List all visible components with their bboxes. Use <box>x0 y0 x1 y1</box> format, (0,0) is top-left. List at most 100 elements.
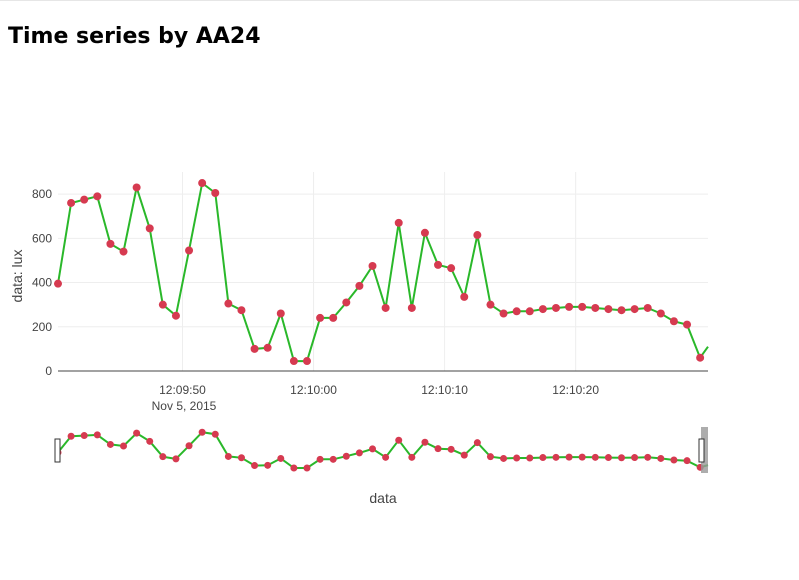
range-slider-point <box>342 452 350 460</box>
data-point[interactable] <box>80 195 89 204</box>
range-slider-point <box>565 453 573 461</box>
range-slider-point <box>526 454 534 462</box>
data-point[interactable] <box>302 357 311 366</box>
data-point[interactable] <box>591 303 600 312</box>
data-point[interactable] <box>551 303 560 312</box>
data-point[interactable] <box>185 246 194 255</box>
range-slider[interactable] <box>54 427 709 473</box>
data-point[interactable] <box>643 303 652 312</box>
range-slider-point <box>80 432 88 440</box>
range-slider-point <box>434 445 442 453</box>
data-point[interactable] <box>106 239 115 248</box>
range-slider-point <box>146 437 154 445</box>
range-slider-point <box>93 431 101 439</box>
range-slider-point <box>185 442 193 450</box>
data-point[interactable] <box>447 264 456 273</box>
data-point[interactable] <box>355 281 364 290</box>
range-slider-point <box>67 432 75 440</box>
data-point[interactable] <box>656 309 665 318</box>
data-point[interactable] <box>617 306 626 315</box>
range-slider-point <box>500 454 508 462</box>
data-point[interactable] <box>420 228 429 237</box>
data-point[interactable] <box>93 192 102 201</box>
range-slider-point <box>198 428 206 436</box>
data-point[interactable] <box>630 305 639 314</box>
range-slider-point <box>395 436 403 444</box>
range-slider-point <box>591 453 599 461</box>
data-point[interactable] <box>486 300 495 309</box>
grid <box>58 172 708 371</box>
data-point[interactable] <box>67 198 76 207</box>
data-point[interactable] <box>368 261 377 270</box>
data-point[interactable] <box>381 303 390 312</box>
range-slider-point <box>316 455 324 463</box>
x-tick-labels: 12:09:50 12:10:00 12:10:10 12:10:20 <box>159 383 599 397</box>
data-point[interactable] <box>276 309 285 318</box>
range-slider-point <box>460 451 468 459</box>
range-slider-point <box>578 453 586 461</box>
range-slider-point <box>290 464 298 472</box>
range-slider-point <box>303 464 311 472</box>
x-axis-title: data <box>369 490 396 506</box>
range-slider-point <box>552 453 560 461</box>
data-point[interactable] <box>669 317 678 326</box>
y-tick-labels: 0 200 400 600 800 <box>32 187 52 378</box>
data-point[interactable] <box>224 299 233 308</box>
data-point[interactable] <box>289 357 298 366</box>
page-title: Time series by AA24 <box>8 24 261 49</box>
data-point[interactable] <box>512 307 521 316</box>
data-point[interactable] <box>525 307 534 316</box>
data-point[interactable] <box>604 305 613 314</box>
top-divider <box>0 0 799 1</box>
x-tick-label: 12:09:50 <box>159 383 206 397</box>
data-point[interactable] <box>329 313 338 322</box>
range-slider-point <box>369 445 377 453</box>
data-point[interactable] <box>407 303 416 312</box>
data-point[interactable] <box>696 353 705 362</box>
data-point[interactable] <box>434 260 443 269</box>
data-point[interactable] <box>250 344 259 353</box>
range-slider-handle-right[interactable] <box>698 438 705 463</box>
range-slider-point <box>631 454 639 462</box>
range-slider-point <box>447 445 455 453</box>
range-slider-point <box>683 457 691 465</box>
data-point[interactable] <box>683 320 692 329</box>
range-slider-point <box>211 430 219 438</box>
range-slider-point <box>133 429 141 437</box>
range-slider-point <box>618 454 626 462</box>
data-point[interactable] <box>211 189 220 198</box>
data-point[interactable] <box>132 183 141 192</box>
data-point[interactable] <box>171 311 180 320</box>
range-slider-point <box>159 453 167 461</box>
range-slider-point <box>604 454 612 462</box>
data-point[interactable] <box>578 302 587 311</box>
range-slider-point <box>644 453 652 461</box>
data-point[interactable] <box>565 302 574 311</box>
data-point[interactable] <box>145 224 154 233</box>
x-date-label: Nov 5, 2015 <box>152 399 217 413</box>
range-slider-handle-left[interactable] <box>54 438 61 463</box>
range-slider-point <box>513 454 521 462</box>
data-point[interactable] <box>158 300 167 309</box>
data-point[interactable] <box>198 179 207 188</box>
data-point[interactable] <box>342 298 351 307</box>
data-point[interactable] <box>54 279 62 288</box>
range-slider-point <box>657 454 665 462</box>
data-point[interactable] <box>538 305 547 314</box>
data-points <box>54 179 705 366</box>
data-point[interactable] <box>499 309 508 318</box>
range-slider-point <box>172 455 180 463</box>
data-point[interactable] <box>316 313 325 322</box>
range-slider-point <box>120 442 128 450</box>
data-point[interactable] <box>119 247 128 256</box>
data-point[interactable] <box>263 343 272 352</box>
y-tick-label: 800 <box>32 187 52 201</box>
data-point[interactable] <box>237 306 246 315</box>
data-point[interactable] <box>394 218 403 227</box>
data-point[interactable] <box>473 231 482 240</box>
range-slider-track[interactable] <box>58 427 708 473</box>
data-point[interactable] <box>460 292 469 301</box>
range-slider-point <box>355 449 363 457</box>
